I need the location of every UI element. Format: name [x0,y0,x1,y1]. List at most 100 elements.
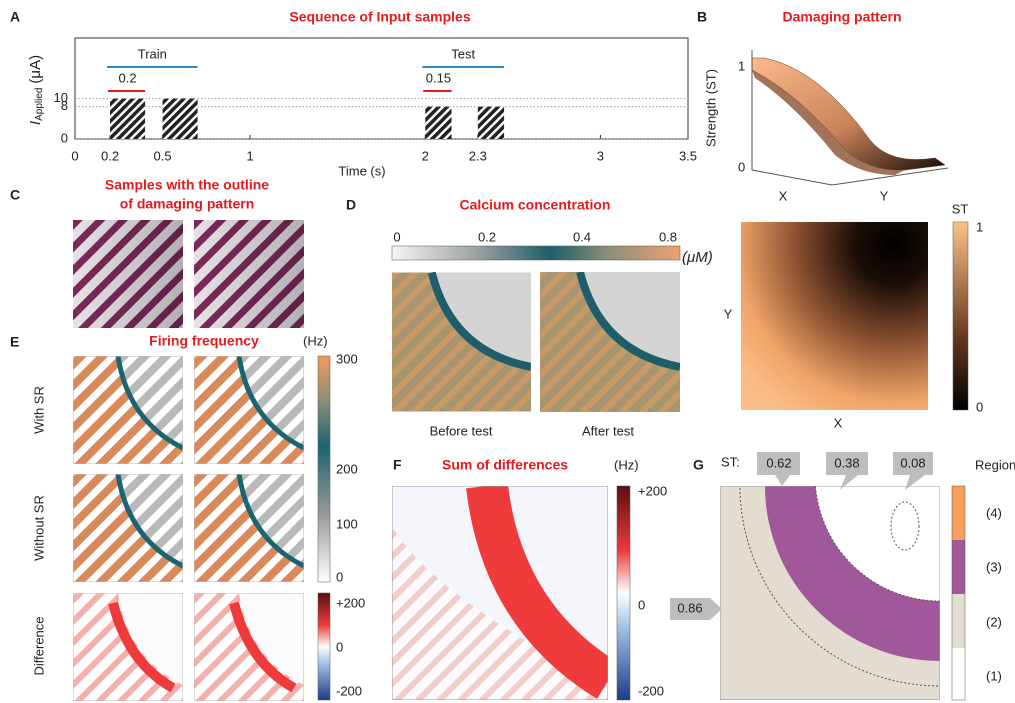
colorbar [318,356,330,582]
sample-image [73,220,183,328]
callout: 0.62 [757,452,800,486]
callout: 0.86 [670,598,722,620]
colorbar-tick-label: 1 [976,219,983,234]
heatmap [741,222,928,410]
legend-title: Regions [975,457,1015,472]
callout-label: 0.86 [677,600,702,615]
x-tick-label: 3 [597,148,604,163]
region-swatch [952,540,965,594]
region-swatch [952,486,965,540]
callout: 0.08 [893,452,933,490]
colorbar [617,486,630,700]
firing-image [73,356,183,464]
region-swatch [952,594,965,648]
colorbar-tick-label: 0 [393,229,400,244]
panel-letter: A [10,9,20,25]
row-label: With SR [31,386,46,434]
x-tick-label: 0.2 [101,148,119,163]
callout-label: 0.38 [834,455,859,470]
x-tick-label: 2.3 [469,148,487,163]
colorbar-tick-label: -200 [638,683,664,698]
sample-image [194,220,304,328]
y-axis-label: Y [724,306,733,321]
row-label: Difference [31,616,46,675]
firing-image [194,474,304,582]
width-label: 0.15 [426,70,451,85]
panel-title: Sum of differences [442,457,568,473]
panel-title: Samples with the outline [105,177,269,193]
x-tick-label: 3.5 [679,148,697,163]
x-tick-label: 0 [71,148,78,163]
colorbar-unit: (μM) [682,249,713,266]
firing-image [73,474,183,582]
colorbar-title: ST [952,201,969,216]
colorbar-tick-label: 300 [336,351,358,366]
panel-letter: E [10,334,19,350]
z-axis-label: Strength (ST) [703,69,718,147]
colorbar-tick-label: 200 [336,461,358,476]
unit-label: (Hz) [614,457,639,472]
colorbar-tick-label: +200 [638,483,667,498]
input-bar [163,99,198,139]
z-tick-label: 1 [738,58,745,73]
calcium-image [392,273,531,412]
y-label-sub: Applied [34,88,45,121]
difference-image [73,593,183,701]
colorbar-tick-label: 0 [336,569,343,584]
firing-image [194,356,304,464]
x-axis-label: X [779,188,788,203]
input-bar [110,99,145,139]
sample-label: Test [451,46,475,61]
panel-title: Calcium concentration [460,197,611,213]
colorbar [392,246,680,260]
width-label: 0.2 [119,70,137,85]
colorbar-tick-label: 0.4 [573,229,591,244]
difference-map [392,486,608,700]
callout: 0.38 [826,452,868,490]
panel-title: Damaging pattern [782,9,901,25]
y-label-unit: (μA) [27,55,44,84]
colorbar-tick-label: +200 [336,595,365,610]
y-tick-label: 0 [61,130,68,145]
colorbar [953,222,968,410]
callout-label: 0.62 [766,455,791,470]
input-bar [478,107,504,139]
colorbar-tick-label: 100 [336,516,358,531]
panel-title: Sequence of Input samples [289,9,470,25]
base-axes [752,168,948,185]
colorbar-tick-label: 0 [976,399,983,414]
colorbar-tick-label: -200 [336,683,362,698]
panel-title: Firing frequency [149,333,259,349]
panel-letter: B [697,9,707,25]
x-tick-label: 2 [422,148,429,163]
region-label: (3) [986,559,1002,574]
region-label: (1) [986,668,1002,683]
st-label: ST: [721,454,740,469]
caption: Before test [430,423,493,438]
caption: After test [582,423,634,438]
sample-label: Train [138,46,167,61]
callout-label: 0.08 [900,455,925,470]
y-axis-label: IApplied(μA) [27,55,45,125]
y-tick-label: 10 [54,90,68,105]
colorbar-tick-label: 0.8 [659,229,677,244]
panel-letter: G [693,457,704,473]
panel-letter: F [393,457,402,473]
y-axis-label: Y [880,188,889,203]
colorbar-tick-label: 0 [336,639,343,654]
unit-label: (Hz) [303,333,328,348]
region-label: (2) [986,614,1002,629]
figure: A Sequence of Input samples 0 0.2 0.5 1 2 2.3… [0,0,1015,703]
x-tick-label: 0.5 [154,148,172,163]
colorbar [318,593,330,700]
region-swatch [952,648,965,700]
difference-image [194,593,304,701]
panel-letter: C [10,187,20,203]
x-tick-label: 1 [247,148,254,163]
x-axis-label: X [834,415,843,430]
input-bar [425,107,451,139]
panel-title: of damaging pattern [120,196,255,212]
x-axis-label: Time (s) [338,163,385,178]
colorbar-tick-label: 0 [638,597,645,612]
